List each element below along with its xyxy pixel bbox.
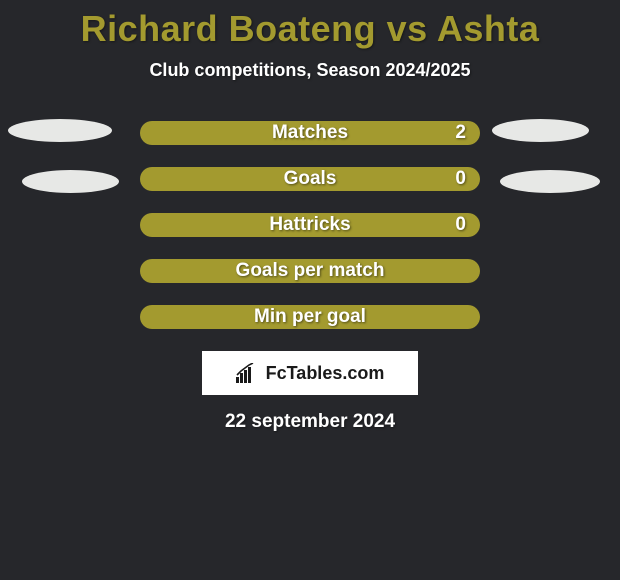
stat-label: Goals xyxy=(284,168,337,190)
stat-bar: Goals 0 xyxy=(140,167,480,191)
stat-value: 0 xyxy=(455,214,466,236)
left-marker-ellipse xyxy=(22,170,119,193)
right-marker-ellipse xyxy=(500,170,600,193)
stat-row: Min per goal xyxy=(0,305,620,329)
stat-label: Min per goal xyxy=(254,306,366,328)
stat-label: Matches xyxy=(272,122,348,144)
stat-bar: Hattricks 0 xyxy=(140,213,480,237)
stat-value: 0 xyxy=(455,168,466,190)
site-badge-text: FcTables.com xyxy=(266,363,385,384)
stat-label: Hattricks xyxy=(269,214,350,236)
page-title: Richard Boateng vs Ashta xyxy=(0,0,620,50)
stat-row: Goals 0 xyxy=(0,167,620,191)
stat-value: 2 xyxy=(455,122,466,144)
stat-label: Goals per match xyxy=(236,260,385,282)
content-wrapper: Richard Boateng vs Ashta Club competitio… xyxy=(0,0,620,433)
right-marker-ellipse xyxy=(492,119,589,142)
stat-row: Matches 2 xyxy=(0,121,620,145)
date-label: 22 september 2024 xyxy=(0,411,620,433)
stat-row: Hattricks 0 xyxy=(0,213,620,237)
stat-bar: Min per goal xyxy=(140,305,480,329)
left-marker-ellipse xyxy=(8,119,112,142)
stat-row: Goals per match xyxy=(0,259,620,283)
chart-icon xyxy=(236,363,260,383)
site-badge: FcTables.com xyxy=(202,351,418,395)
stat-rows: Matches 2 Goals 0 Hattricks 0 Goals per match M… xyxy=(0,121,620,329)
stat-bar: Matches 2 xyxy=(140,121,480,145)
subtitle: Club competitions, Season 2024/2025 xyxy=(0,60,620,81)
stat-bar: Goals per match xyxy=(140,259,480,283)
